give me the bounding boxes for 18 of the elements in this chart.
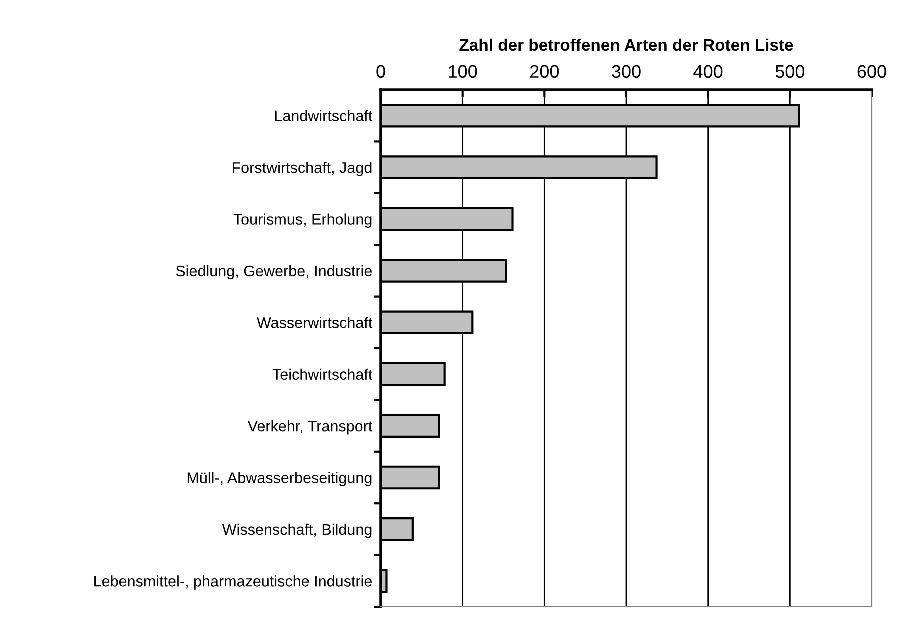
x-tick-label: 500 [776,65,805,78]
y-tick-label: Wasserwirtschaft [257,317,373,328]
x-tick-label: 600 [858,65,886,78]
y-tick-label: Teichwirtschaft [272,368,373,380]
y-tick-label: Landwirtschaft [275,110,373,122]
x-axis-title: Zahl der betroffenen Arten der Roten Liste [460,38,794,52]
y-tick-label: Müll-, Abwasserbeseitigung [188,472,372,486]
x-tick-label: 200 [530,65,560,78]
y-tick-label: Lebensmittel-, pharmazeutische Industrie [94,576,372,590]
x-tick-label: 0 [376,65,386,78]
x-tick-label: 100 [449,65,478,78]
y-tick-label: Forstwirtschaft, Jagd [232,162,372,176]
x-tick-label: 300 [612,65,641,78]
y-tick-label: Siedlung, Gewerbe, Industrie [176,265,372,280]
y-tick-label: Verkehr, Transport [248,420,373,435]
x-tick-label: 400 [694,65,723,78]
y-tick-label: Wissenschaft, Bildung [222,524,372,538]
y-tick-label: Tourismus, Erholung [234,214,372,228]
